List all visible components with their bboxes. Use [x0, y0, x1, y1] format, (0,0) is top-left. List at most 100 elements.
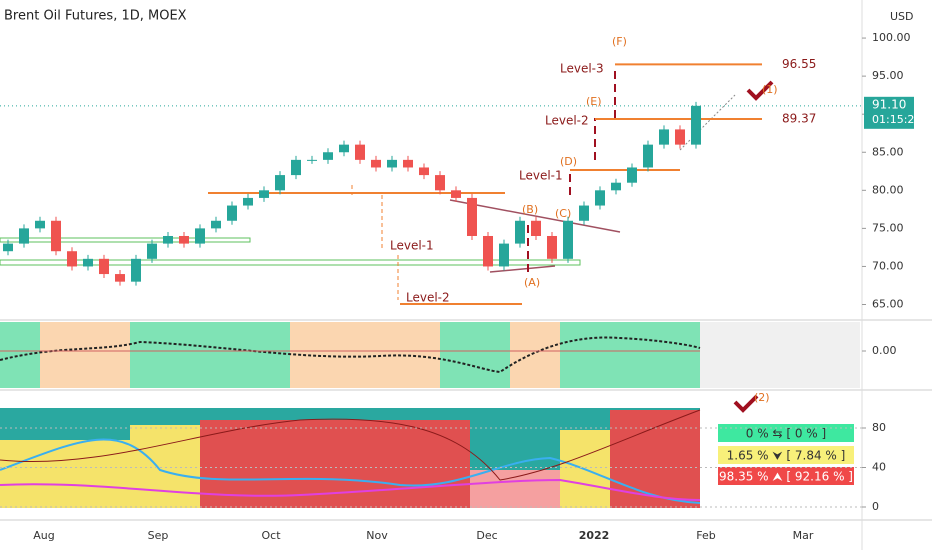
annotation: Level-2 — [545, 114, 589, 128]
candle — [19, 228, 29, 244]
annotation: (2) — [754, 391, 770, 404]
x-tick-label: Sep — [148, 529, 169, 542]
zone — [130, 322, 290, 388]
currency: USD — [890, 10, 914, 23]
y-tick-label: 65.00 — [872, 298, 904, 311]
zone — [40, 322, 130, 388]
candle — [211, 220, 221, 229]
osc-line — [0, 336, 701, 374]
candle — [339, 144, 349, 153]
countdown: 01:15:23 — [872, 113, 921, 126]
x-tick-label: Feb — [696, 529, 715, 542]
candle — [483, 235, 493, 267]
candle — [67, 251, 77, 267]
candle — [99, 258, 109, 275]
candle — [595, 190, 605, 206]
magenta-line — [0, 478, 701, 501]
candle — [275, 175, 285, 191]
zone-box — [0, 259, 581, 266]
strength-pane — [0, 408, 701, 508]
checkmark — [733, 394, 759, 413]
candle — [323, 152, 333, 160]
candle — [355, 144, 365, 160]
candle — [675, 129, 685, 145]
annotation: Level-2 — [406, 291, 450, 305]
blue-line — [0, 438, 701, 504]
annotation: Level-3 — [560, 62, 604, 76]
info-text: 1.65 % ⮟ [ 7.84 % ] — [727, 449, 846, 463]
annotation: Level-1 — [519, 169, 563, 183]
candle — [643, 144, 653, 168]
candle — [115, 274, 125, 282]
candle — [387, 159, 397, 168]
info-text: 98.35 % ⮝ [ 92.16 % ] — [719, 470, 853, 484]
candle — [547, 235, 557, 259]
candle — [83, 258, 93, 267]
x-tick-label: Nov — [366, 529, 388, 542]
candle — [3, 243, 13, 252]
candle — [35, 220, 45, 229]
candle — [435, 175, 445, 191]
annotation: (B) — [522, 203, 538, 216]
y-tick-label: 95.00 — [872, 69, 904, 82]
zone — [440, 322, 510, 388]
zone — [610, 410, 700, 508]
trendline — [449, 199, 621, 233]
candle — [515, 220, 525, 244]
price-tag-text: 91.10 — [872, 97, 906, 111]
zone — [560, 322, 700, 388]
y-tick-label: 70.00 — [872, 259, 904, 272]
zone — [290, 322, 440, 388]
candle — [611, 182, 621, 191]
zone — [0, 440, 130, 508]
candle — [659, 129, 669, 145]
candle — [371, 159, 381, 168]
level-label: 89.37 — [782, 111, 816, 125]
info-box — [718, 446, 854, 464]
candle — [403, 159, 413, 168]
dark-line — [0, 409, 701, 481]
candle — [563, 220, 573, 259]
y-tick-label: 85.00 — [872, 145, 904, 158]
oscillator-pane — [0, 322, 860, 388]
zone — [510, 322, 560, 388]
candle — [451, 190, 461, 198]
level-label: 96.55 — [782, 57, 816, 71]
zone — [470, 470, 560, 508]
candle — [259, 190, 269, 198]
annotation: (D) — [560, 155, 577, 168]
candle — [243, 197, 253, 206]
x-tick-label: Oct — [261, 529, 281, 542]
candle — [291, 159, 301, 176]
candle — [307, 159, 317, 161]
projection — [351, 185, 399, 300]
y-tick-label: 0.00 — [872, 344, 897, 357]
chart-title: Brent Oil Futures, 1D, MOEX — [4, 9, 187, 24]
candle — [691, 105, 701, 145]
candle — [627, 167, 637, 183]
candle — [531, 220, 541, 236]
price-tag — [864, 96, 914, 129]
y-tick-label: 80 — [872, 421, 886, 434]
y-tick-label: 75.00 — [872, 221, 904, 234]
candle — [131, 258, 141, 282]
checkmark — [746, 80, 774, 101]
candle — [179, 235, 189, 244]
annotation: (A) — [524, 276, 540, 289]
candle — [579, 205, 589, 221]
annotation: (1) — [762, 83, 778, 96]
x-tick-label: 2022 — [579, 529, 610, 542]
candle — [499, 243, 509, 267]
x-tick-label: Aug — [33, 529, 54, 542]
y-tick-label: 0 — [872, 500, 879, 513]
candle — [467, 197, 477, 236]
annotation: (C) — [555, 207, 571, 220]
info-box — [718, 467, 854, 485]
y-tick-label: 80.00 — [872, 183, 904, 196]
candle — [227, 205, 237, 221]
y-tick-label: 40 — [872, 461, 886, 474]
annotation: Level-1 — [390, 239, 434, 253]
candle — [195, 228, 205, 244]
wave-lines — [527, 68, 616, 272]
